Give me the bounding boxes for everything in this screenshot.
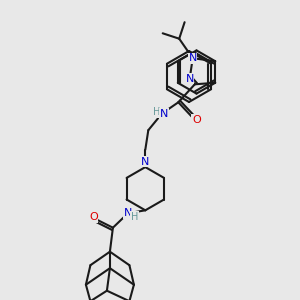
Text: N: N [124,208,132,218]
Text: N: N [160,109,168,119]
Text: H: H [131,212,138,222]
Text: N: N [188,53,197,63]
Text: N: N [141,157,149,167]
Text: N: N [185,74,194,84]
Text: O: O [89,212,98,222]
Text: O: O [192,115,201,125]
Text: H: H [153,107,160,117]
